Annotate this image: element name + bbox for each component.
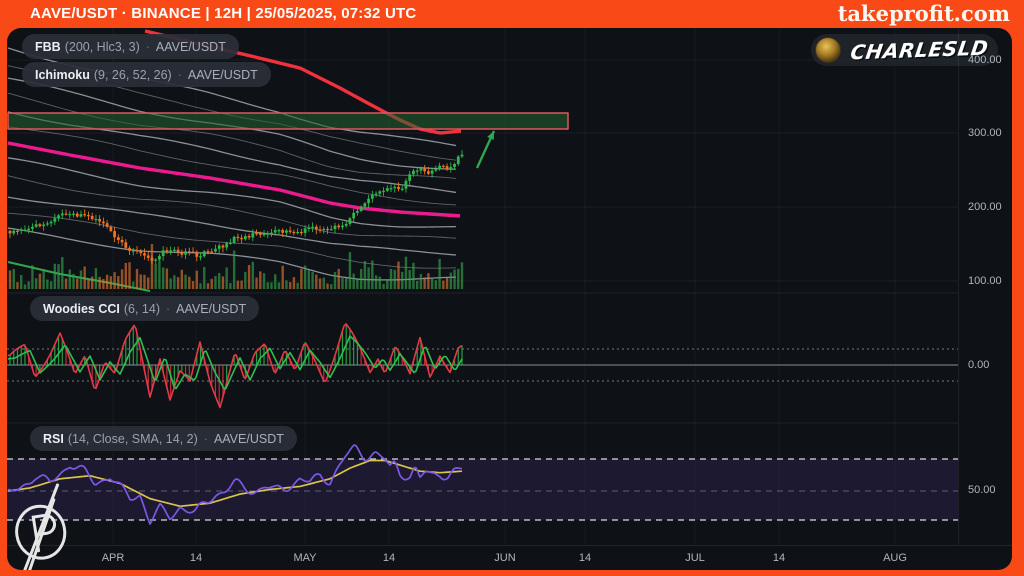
legend-cci-name: Woodies CCI bbox=[43, 301, 120, 316]
legend-fbb-params: (200, Hlc3, 3) bbox=[64, 39, 140, 54]
time-label: APR bbox=[101, 552, 125, 564]
time-label: JUL bbox=[685, 552, 705, 564]
price-label: 200.00 bbox=[968, 201, 1002, 213]
legend-ichimoku-name: Ichimoku bbox=[35, 67, 90, 82]
takeprofit-brand: takeprofit.com bbox=[837, 0, 1010, 26]
legend-fbb-sep: · bbox=[145, 39, 150, 54]
header-bar: AAVE/USDT · BINANCE | 12H | 25/05/2025, … bbox=[0, 0, 1024, 28]
price-label: 100.00 bbox=[968, 275, 1002, 287]
legend-rsi[interactable]: RSI (14, Close, SMA, 14, 2) · AAVE/USDT bbox=[30, 426, 297, 451]
legend-fbb-symbol: AAVE/USDT bbox=[155, 39, 226, 54]
chart-panel: FBB (200, Hlc3, 3) · AAVE/USDT Ichimoku … bbox=[7, 28, 1012, 570]
legend-rsi-params: (14, Close, SMA, 14, 2) bbox=[67, 431, 198, 446]
legend-woodies-cci[interactable]: Woodies CCI (6, 14) · AAVE/USDT bbox=[30, 296, 260, 321]
time-label: 14 bbox=[189, 552, 203, 564]
price-label: 50.00 bbox=[968, 484, 996, 496]
time-axis[interactable]: APR 14 MAY 14 JUN 14 JUL 14 AUG bbox=[7, 545, 1012, 570]
legend-rsi-symbol: AAVE/USDT bbox=[213, 431, 284, 446]
time-label: AUG bbox=[883, 552, 907, 564]
price-label: 300.00 bbox=[968, 127, 1002, 139]
chart-title: AAVE/USDT · BINANCE | 12H | 25/05/2025, … bbox=[30, 4, 417, 22]
legend-rsi-name: RSI bbox=[43, 431, 64, 446]
legend-ichimoku[interactable]: Ichimoku (9, 26, 52, 26) · AAVE/USDT bbox=[22, 62, 271, 87]
time-label: 14 bbox=[578, 552, 592, 564]
legend-fbb-name: FBB bbox=[35, 39, 61, 54]
legend-fbb[interactable]: FBB (200, Hlc3, 3) · AAVE/USDT bbox=[22, 34, 239, 59]
price-axis[interactable]: 400.00 300.00 200.00 100.00 0.00 50.00 bbox=[958, 28, 1012, 545]
time-label: JUN bbox=[494, 552, 516, 564]
time-label: 14 bbox=[382, 552, 396, 564]
legend-cci-symbol: AAVE/USDT bbox=[176, 301, 247, 316]
legend-ichimoku-params: (9, 26, 52, 26) bbox=[93, 67, 172, 82]
chart-canvas[interactable] bbox=[7, 28, 958, 545]
time-label: 14 bbox=[772, 552, 786, 564]
legend-ichimoku-symbol: AAVE/USDT bbox=[187, 67, 258, 82]
user-avatar bbox=[815, 37, 842, 63]
time-label: MAY bbox=[293, 552, 317, 564]
legend-cci-params: (6, 14) bbox=[123, 301, 160, 316]
legend-cci-sep: · bbox=[166, 301, 171, 316]
legend-ichimoku-sep: · bbox=[177, 67, 182, 82]
legend-rsi-sep: · bbox=[203, 431, 208, 446]
user-badge: CHARLESLD bbox=[811, 34, 998, 66]
price-label: 0.00 bbox=[968, 359, 990, 371]
price-label: 400.00 bbox=[968, 54, 1002, 66]
